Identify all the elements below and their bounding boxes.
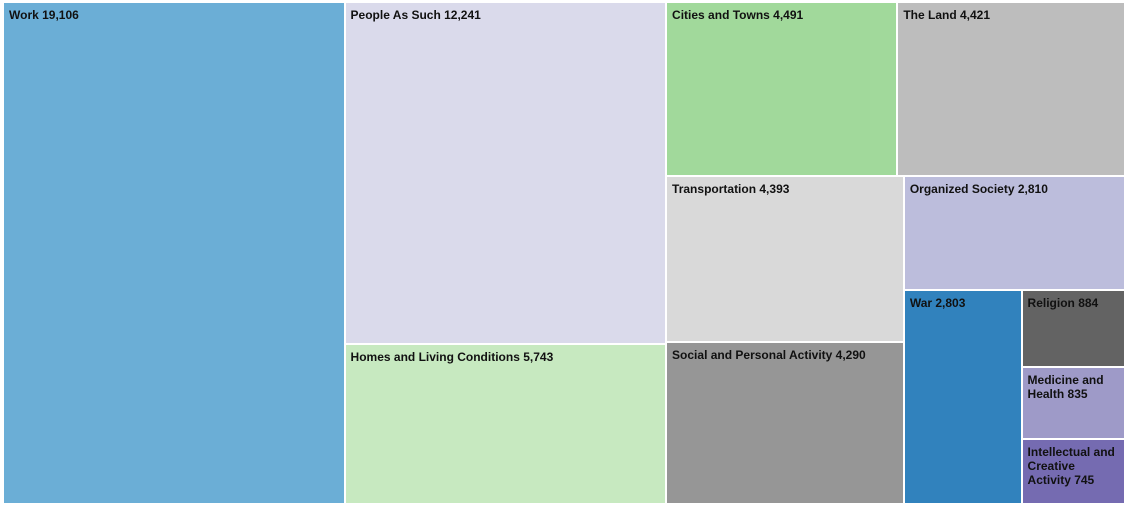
tile-label-people-as-such: People As Such 12,241 <box>350 8 481 22</box>
tile-war[interactable]: War 2,803 <box>904 291 1021 503</box>
tile-label-work: Work 19,106 <box>9 8 79 22</box>
tile-label-transportation: Transportation 4,393 <box>672 182 790 197</box>
tile-label-the-land: The Land 4,421 <box>903 8 991 22</box>
tile-transportation[interactable]: Transportation 4,393 <box>667 177 903 342</box>
tile-homes-and-living-conditions[interactable]: Homes and Living Conditions 5,743 <box>345 344 666 503</box>
tile-label-homes-and-living-conditions: Homes and Living Conditions 5,743 <box>350 349 554 364</box>
tile-label-organized-society: Organized Society 2,810 <box>909 182 1048 197</box>
tile-label-religion: Religion 884 <box>1027 296 1099 311</box>
tile-intellectual-and-creative-activity[interactable]: Intellectual and Creative Activity 745 <box>1022 440 1124 503</box>
tile-organized-society[interactable]: Organized Society 2,810 <box>904 177 1124 290</box>
tile-label-social-and-personal-activity: Social and Personal Activity 4,290 <box>672 348 866 363</box>
tile-people-as-such[interactable]: People As Such 12,241 <box>345 3 666 343</box>
tile-label-medicine-and-health: Medicine and Health 835 <box>1027 372 1104 401</box>
tile-religion[interactable]: Religion 884 <box>1022 291 1124 366</box>
tile-the-land[interactable]: The Land 4,421 <box>898 3 1124 176</box>
tile-medicine-and-health[interactable]: Medicine and Health 835 <box>1022 367 1124 439</box>
tile-cities-and-towns[interactable]: Cities and Towns 4,491 <box>667 3 897 176</box>
tile-label-cities-and-towns: Cities and Towns 4,491 <box>672 8 804 22</box>
tile-work[interactable]: Work 19,106 <box>4 3 344 503</box>
tile-label-war: War 2,803 <box>909 296 966 311</box>
tile-social-and-personal-activity[interactable]: Social and Personal Activity 4,290 <box>667 343 903 503</box>
tile-label-intellectual-and-creative-activity: Intellectual and Creative Activity 745 <box>1027 445 1115 488</box>
